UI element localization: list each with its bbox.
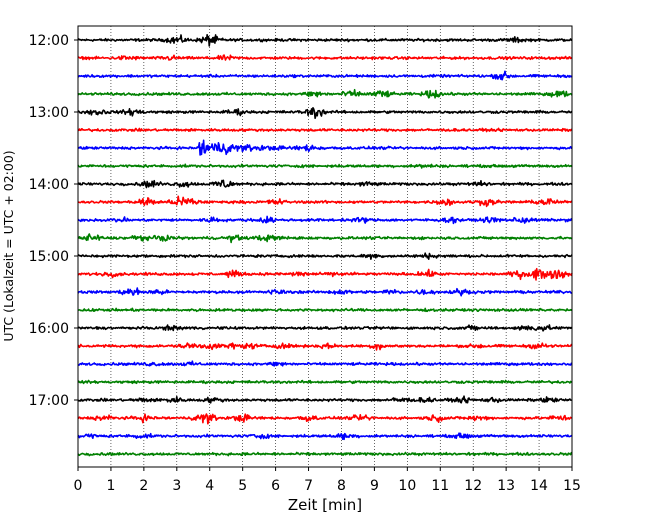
y-axis-ticks: 12:00 13:00 14:00 15:00 16:00 17:00: [29, 33, 78, 409]
x-tick-label-0: 0: [74, 478, 83, 494]
x-tick-label-1: 1: [106, 478, 115, 494]
y-tick-label-16:00: 16:00: [29, 321, 69, 337]
x-tick-label-6: 6: [271, 478, 280, 494]
x-tick-label-11: 11: [431, 478, 449, 494]
x-tick-label-2: 2: [139, 478, 148, 494]
y-tick-label-17:00: 17:00: [29, 393, 69, 409]
seismogram-traces: [77, 33, 573, 457]
x-tick-label-15: 15: [563, 478, 581, 494]
y-tick-label-13:00: 13:00: [29, 105, 69, 121]
trace-1630: [77, 360, 573, 367]
y-axis-title: UTC (Lokalzeit = UTC + 02:00): [1, 150, 16, 341]
trace-1745: [77, 451, 573, 457]
y-tick-label-15:00: 15:00: [29, 249, 69, 265]
x-tick-label-10: 10: [398, 478, 416, 494]
trace-1700: [77, 395, 573, 404]
trace-1530: [77, 287, 573, 297]
trace-1545: [77, 307, 573, 313]
x-axis-title: Zeit [min]: [288, 496, 362, 514]
trace-1230: [77, 70, 573, 81]
x-tick-label-4: 4: [205, 478, 214, 494]
trace-1200: [77, 33, 573, 47]
trace-1330: [77, 139, 573, 156]
x-tick-label-12: 12: [464, 478, 482, 494]
x-tick-label-9: 9: [370, 478, 379, 494]
trace-1600: [77, 324, 573, 332]
y-tick-label-14:00: 14:00: [29, 177, 69, 193]
trace-1315: [77, 127, 573, 133]
trace-1400: [77, 179, 573, 189]
trace-1245: [77, 88, 573, 99]
trace-1430: [77, 215, 573, 225]
trace-1515: [77, 267, 573, 281]
trace-1500: [77, 252, 573, 260]
plot-frame: [77, 25, 573, 468]
x-axis-ticks: 0 1 2 3 4 5 6 7 8 9 10 11 12 13 14 15: [74, 467, 581, 494]
y-tick-label-12:00: 12:00: [29, 33, 69, 49]
x-tick-label-13: 13: [497, 478, 515, 494]
x-tick-label-14: 14: [530, 478, 548, 494]
x-tick-label-8: 8: [337, 478, 346, 494]
x-tick-label-7: 7: [304, 478, 313, 494]
trace-1730: [77, 432, 573, 441]
trace-1645: [77, 379, 573, 385]
trace-1445: [77, 233, 573, 244]
x-tick-label-5: 5: [238, 478, 247, 494]
x-tick-label-3: 3: [172, 478, 181, 494]
trace-1715: [77, 413, 573, 425]
trace-1415: [77, 195, 573, 208]
trace-1215: [77, 54, 573, 61]
trace-1300: [77, 107, 573, 120]
trace-1345: [77, 163, 573, 169]
trace-1615: [77, 342, 573, 351]
